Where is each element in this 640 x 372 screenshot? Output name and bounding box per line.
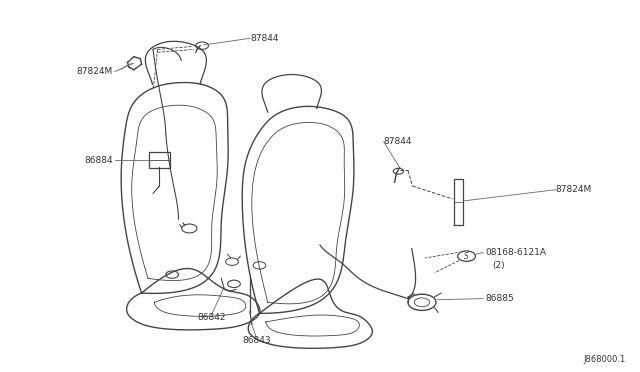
FancyBboxPatch shape	[148, 153, 170, 168]
Text: (2): (2)	[492, 261, 505, 270]
Text: 86843: 86843	[242, 336, 271, 345]
Text: 87844: 87844	[384, 137, 412, 146]
Text: 87824M: 87824M	[556, 185, 592, 194]
Text: 08168-6121A: 08168-6121A	[486, 248, 547, 257]
Text: 87824M: 87824M	[77, 67, 113, 76]
Text: 86884: 86884	[84, 155, 113, 165]
Text: 86842: 86842	[197, 312, 226, 321]
Text: 87844: 87844	[250, 34, 278, 43]
Text: S: S	[464, 251, 469, 261]
Text: 86885: 86885	[486, 294, 515, 303]
Text: J868000.1: J868000.1	[584, 355, 626, 364]
